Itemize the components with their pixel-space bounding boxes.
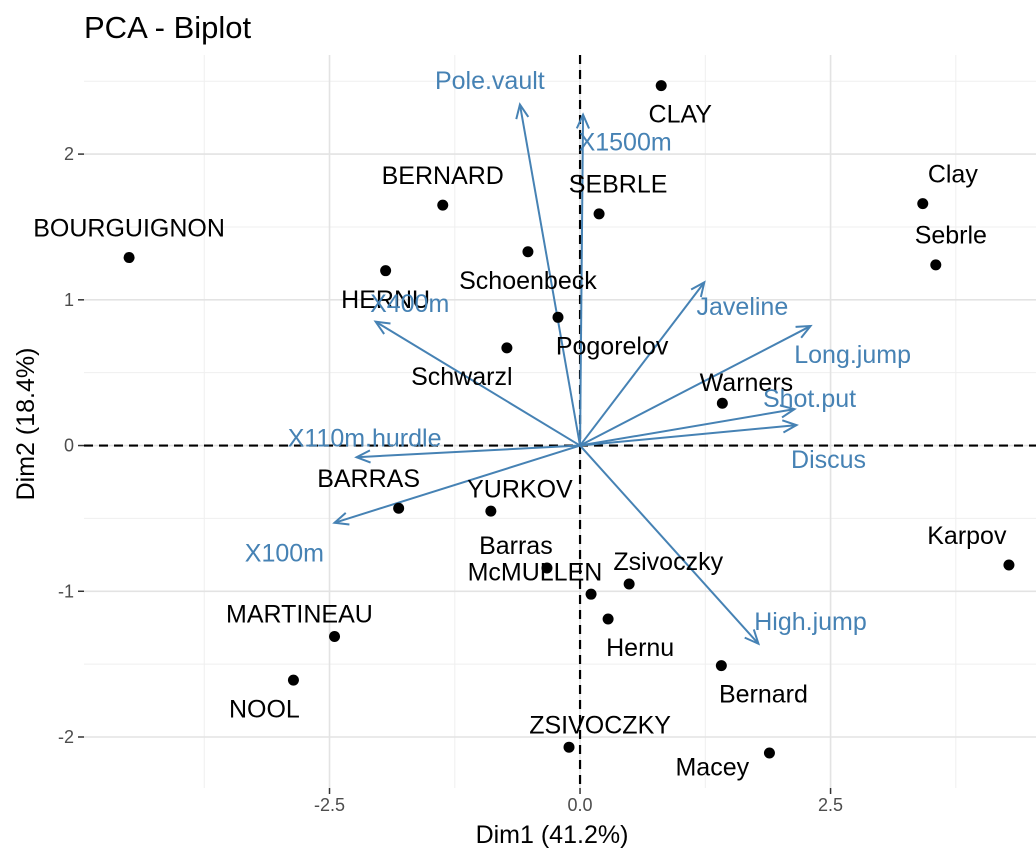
arrow-head	[690, 280, 706, 298]
arrow-head	[744, 629, 761, 646]
arrow-x100m	[334, 444, 581, 524]
x-axis-ticks: -2.5 0.0 2.5	[314, 788, 843, 815]
point-zsivoczky	[563, 741, 575, 753]
arrow-discus	[579, 424, 797, 447]
arrow-x110m-hurdle	[356, 444, 581, 459]
variable-label: Pole.vault	[435, 67, 545, 95]
arrow-head	[795, 324, 813, 339]
point-martineau	[329, 630, 341, 642]
y-axis-ticks: -2 -1 0 1 2	[58, 144, 84, 747]
x-tick-label: -2.5	[314, 795, 345, 815]
point-mcmullen	[585, 588, 597, 600]
y-tick-label: 1	[64, 290, 74, 310]
point-clay	[655, 80, 667, 92]
point-label: Barras	[479, 532, 553, 560]
point-sebrle	[593, 208, 605, 220]
grid-major	[84, 55, 1036, 788]
individual-labels: BOURGUIGNON BERNARD HERNU Schoenbeck CLAY SEB…	[33, 101, 1007, 782]
point-label: Clay	[928, 160, 979, 188]
y-axis-title: Dim2 (18.4%)	[12, 348, 40, 501]
point-label: ZSIVOCZKY	[529, 711, 671, 739]
variable-label: X400m	[370, 290, 449, 318]
point-hernu	[380, 265, 392, 277]
point-label: Bernard	[719, 681, 808, 709]
arrow-head	[779, 404, 797, 419]
arrow-x1500m	[579, 114, 585, 446]
x-axis-title: Dim1 (41.2%)	[476, 821, 629, 849]
arrow-head	[515, 102, 530, 120]
point-label: HERNU	[341, 286, 430, 314]
point-bernard	[437, 199, 449, 211]
point-label: BERNARD	[382, 162, 504, 190]
point-label: Schwarzl	[411, 363, 512, 391]
point-pogorelov	[552, 311, 564, 323]
arrow-head	[354, 449, 371, 464]
arrow-head	[781, 419, 799, 434]
variable-arrows	[332, 102, 813, 646]
point-label: SEBRLE	[569, 171, 668, 199]
point-yurkov	[485, 505, 497, 517]
point-zsivoczky	[623, 578, 635, 590]
variable-label: High.jump	[754, 608, 867, 636]
point-schwarzl	[501, 342, 513, 354]
point-label: Pogorelov	[556, 332, 669, 360]
y-tick-label: -2	[58, 727, 74, 747]
point-bernard	[715, 660, 727, 672]
point-clay	[917, 198, 929, 210]
point-label: Macey	[675, 754, 749, 782]
point-label: CLAY	[649, 101, 713, 129]
point-schoenbeck	[522, 246, 534, 258]
arrow-head	[575, 112, 590, 129]
point-label: BARRAS	[317, 465, 420, 493]
y-tick-label: 0	[64, 436, 74, 456]
point-macey	[763, 747, 775, 759]
point-sebrle	[930, 259, 942, 271]
point-barras	[393, 502, 405, 514]
arrow-head	[373, 320, 391, 335]
x-tick-label: 0.0	[568, 795, 593, 815]
zero-lines	[84, 55, 1036, 788]
grid-minor	[84, 55, 1036, 788]
variable-label: X100m	[245, 539, 324, 567]
variable-label: Discus	[791, 446, 866, 474]
point-hernu	[602, 613, 614, 625]
arrow-pole-vault	[518, 104, 582, 446]
arrow-x400m	[375, 320, 581, 447]
arrow-high-jump	[579, 444, 760, 645]
variable-label: X1500m	[579, 128, 672, 156]
point-label: MARTINEAU	[226, 601, 373, 629]
point-label: NOOL	[229, 695, 300, 723]
variable-label: X110m.hurdle	[288, 424, 442, 452]
chart-title: PCA - Biplot	[84, 10, 252, 45]
arrow-head	[332, 512, 350, 526]
point-bourguignon	[123, 252, 135, 264]
variable-label: Long.jump	[794, 341, 911, 369]
variable-label: Shot.put	[763, 385, 856, 413]
point-label: Schoenbeck	[459, 267, 597, 295]
point-warners	[716, 397, 728, 409]
variable-label: Javeline	[697, 293, 789, 321]
individual-points	[123, 80, 1015, 759]
point-nool	[287, 674, 299, 686]
point-label: Sebrle	[915, 222, 987, 250]
point-label: McMULLEN	[468, 558, 603, 586]
y-tick-label: 2	[64, 144, 74, 164]
point-barras	[541, 562, 553, 574]
point-label: Warners	[700, 369, 794, 397]
arrow-javeline	[579, 281, 706, 447]
arrow-shot-put	[579, 408, 795, 447]
point-karpov	[1003, 559, 1015, 571]
point-label: BOURGUIGNON	[33, 214, 225, 242]
point-label: Karpov	[927, 522, 1007, 550]
y-tick-label: -1	[58, 581, 74, 601]
arrow-long-jump	[579, 325, 811, 447]
point-label: Zsivoczky	[613, 548, 723, 576]
x-tick-label: 2.5	[818, 795, 843, 815]
point-label: Hernu	[606, 634, 674, 662]
point-label: YURKOV	[467, 475, 573, 503]
